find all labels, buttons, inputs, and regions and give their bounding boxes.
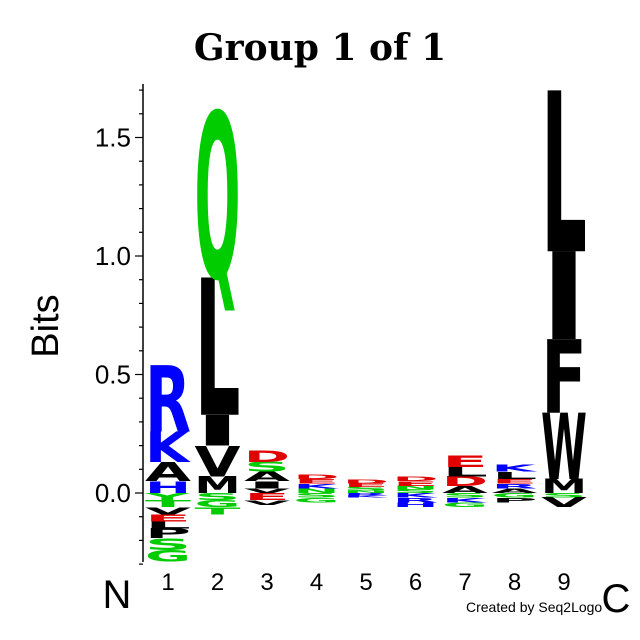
- logo-letter-S: S: [541, 492, 587, 500]
- logo-letter-N: N: [294, 487, 340, 494]
- logo-letter-A: A: [492, 487, 538, 495]
- logo-letter-D: D: [244, 447, 290, 466]
- logo-letter-S: S: [145, 535, 191, 554]
- logo-letter-L: L: [541, 47, 587, 304]
- logo-letter-F: F: [541, 321, 587, 437]
- logo-letter-P: P: [145, 526, 191, 541]
- logo-letter-A: A: [145, 457, 192, 488]
- logo-letter-L: L: [442, 465, 488, 480]
- logo-letter-E: E: [343, 483, 389, 489]
- logo-letter-I: I: [195, 406, 241, 455]
- logo-letter-G: G: [294, 497, 340, 504]
- x-tick-label: 3: [260, 569, 273, 596]
- logo-letter-N: N: [393, 485, 439, 491]
- logo-letter-E: E: [244, 491, 290, 502]
- logo-letter-S: S: [393, 488, 439, 494]
- logo-letter-Q: Q: [195, 67, 241, 331]
- y-axis: 0.0 0.5 1.0 1.5: [95, 84, 144, 565]
- logo-letter-K: K: [145, 423, 192, 472]
- x-tick-label: 8: [508, 569, 521, 596]
- x-tick-label: 6: [409, 569, 422, 596]
- logo-letter-A: A: [442, 484, 488, 495]
- credit-label: Created by Seq2Logo: [466, 599, 602, 615]
- logo-letter-I: I: [244, 479, 290, 490]
- y-axis-label: Bits: [25, 294, 67, 357]
- logo-letter-R: R: [393, 497, 439, 504]
- logo-letter-M: M: [195, 472, 241, 499]
- logo-letter-A: A: [244, 469, 291, 484]
- y-tick-label: 1.5: [95, 123, 131, 153]
- logo-letter-V: V: [244, 499, 290, 507]
- x-tick-label: 4: [310, 569, 323, 596]
- logo-letter-G: G: [195, 499, 241, 510]
- logo-letter-E: E: [442, 452, 488, 471]
- x-tick-label: 2: [211, 569, 224, 596]
- logo-letter-H: H: [393, 501, 439, 508]
- logo-letter-V: V: [145, 505, 191, 516]
- y-tick-label: 1.0: [95, 241, 131, 271]
- logo-letter-P: P: [492, 497, 538, 505]
- logo-letter-T: T: [195, 505, 241, 516]
- x-tick-label: 7: [458, 569, 471, 596]
- logo-letter-K: K: [393, 492, 439, 500]
- logo-letter-G: G: [145, 547, 191, 566]
- logo-letter-L: L: [195, 240, 241, 459]
- logo-letter-S: S: [442, 492, 488, 500]
- logo-letter-W: W: [541, 394, 587, 501]
- logo-letter-T: T: [145, 498, 191, 509]
- logo-letter-E: E: [294, 478, 340, 485]
- logo-letter-R: R: [145, 349, 191, 454]
- logo-letter-V: V: [195, 438, 241, 487]
- logo-letter-L: L: [145, 520, 191, 531]
- logo-letter-M: M: [541, 475, 587, 498]
- logo-letter-D: D: [343, 479, 389, 485]
- logo-letter-K: K: [492, 463, 538, 474]
- c-terminus-label: C: [602, 577, 631, 621]
- logo-letter-S: S: [294, 492, 340, 500]
- logo-letter-S: S: [195, 491, 241, 502]
- logo-letter-D: D: [294, 473, 340, 481]
- logo-letter-L: L: [492, 470, 538, 481]
- chart-title: Group 1 of 1: [194, 27, 446, 69]
- logo-letter-V: V: [541, 495, 588, 510]
- logo-letter-G: G: [442, 501, 488, 508]
- logo-letter-K: K: [294, 482, 340, 490]
- y-tick-label: 0.5: [95, 360, 131, 390]
- logo-letter-E: E: [393, 480, 439, 487]
- logo-letter-S: S: [343, 486, 389, 492]
- logo-letter-D: D: [393, 475, 439, 483]
- logo-letter-H: H: [145, 478, 191, 497]
- x-tick-label: 9: [557, 569, 570, 596]
- x-tick-label: 5: [359, 569, 372, 596]
- x-tick-label: 1: [161, 569, 174, 596]
- n-terminus-label: N: [103, 573, 132, 617]
- logo-letter-Y: Y: [144, 491, 191, 502]
- logo-letter-E: E: [145, 513, 191, 524]
- logo-letter-S: S: [244, 460, 290, 475]
- x-axis-tick-labels: 1 2 3 4 5 6 7 8 9: [161, 569, 570, 596]
- logo-letter-K: K: [343, 495, 390, 499]
- logo-letter-E: E: [492, 478, 538, 485]
- logo-letter-N: N: [343, 490, 389, 494]
- logo-stacks: HAKRYTVELPSGMVILQSGTVIASDEVNKEDSGNSEDRKS…: [144, 47, 588, 566]
- y-tick-label: 0.0: [95, 478, 131, 508]
- logo-letter-R: R: [343, 492, 389, 496]
- logo-letter-K: K: [442, 496, 488, 504]
- logo-letter-R: R: [492, 482, 538, 489]
- logo-letter-G: G: [492, 492, 538, 499]
- logo-letter-I: I: [541, 228, 587, 368]
- logo-letter-V: V: [244, 487, 290, 495]
- logo-letter-D: D: [442, 474, 488, 489]
